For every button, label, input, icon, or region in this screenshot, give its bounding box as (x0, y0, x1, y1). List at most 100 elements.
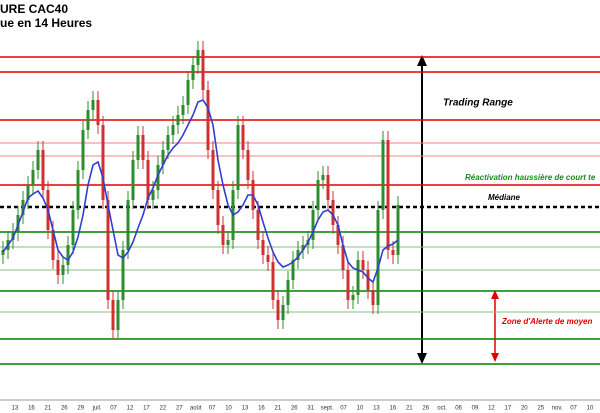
candle-body (326, 175, 330, 200)
candle-body (336, 225, 340, 245)
x-tick-label: 16 (258, 406, 265, 412)
candle-body (391, 250, 395, 255)
candle-body (166, 135, 170, 150)
candle-body (341, 245, 345, 270)
candle-body (191, 65, 195, 80)
candle-body (366, 270, 370, 290)
candle-body (331, 200, 335, 225)
candle-body (376, 210, 380, 305)
candle-body (66, 245, 70, 265)
x-tick-label: juil. (92, 406, 102, 412)
candle-body (396, 205, 400, 255)
candle-body (246, 150, 250, 180)
x-tick-label: 06 (455, 406, 462, 412)
annotation: Zone d'Alerte de moyen (501, 317, 592, 326)
x-tick-label: 21 (45, 406, 52, 412)
candle-body (146, 160, 150, 200)
candle-body (156, 165, 160, 190)
candle-body (96, 100, 100, 125)
candle-body (281, 305, 285, 320)
candle-body (121, 250, 125, 300)
moving-average (2, 99, 399, 284)
candle-body (151, 190, 155, 200)
candle-body (81, 130, 85, 170)
candle-body (171, 125, 175, 135)
x-tick-label: 16 (390, 406, 397, 412)
candle-body (386, 140, 390, 250)
annotation: Réactivation haussière de court te (465, 173, 596, 182)
candle-body (21, 200, 25, 215)
x-tick-label: 27 (176, 406, 183, 412)
candle-body (86, 110, 90, 130)
x-tick-label: 12 (488, 406, 495, 412)
candle-body (126, 200, 130, 250)
candle-body (206, 90, 210, 150)
x-tick-label: 10 (587, 406, 594, 412)
x-tick-label: 25 (537, 406, 544, 412)
candle-body (111, 300, 115, 330)
x-tick-label: 13 (373, 406, 380, 412)
candle-body (311, 210, 315, 240)
candle-body (116, 300, 120, 330)
candle-body (201, 50, 205, 90)
x-tick-label: 13 (12, 406, 19, 412)
candle-body (31, 170, 35, 185)
candle-body (286, 280, 290, 305)
candle-body (271, 262, 275, 300)
chart-title: URE CAC40 (0, 2, 68, 16)
x-tick-label: 12 (127, 406, 134, 412)
x-tick-label: 16 (28, 406, 35, 412)
annotation: Trading Range (443, 98, 513, 109)
candle-body (26, 185, 30, 200)
candle-body (36, 150, 40, 170)
x-tick-label: 26 (422, 406, 429, 412)
arrow-head (417, 353, 427, 364)
candle-body (301, 245, 305, 250)
candle-body (51, 230, 55, 260)
candle-body (356, 260, 360, 295)
candle-body (321, 175, 325, 180)
candle-body (236, 125, 240, 190)
candle-body (346, 270, 350, 300)
candle-body (76, 170, 80, 210)
candle-body (61, 265, 65, 275)
candle-body (261, 240, 265, 255)
x-tick-label: 07 (340, 406, 347, 412)
arrow-head (417, 55, 427, 66)
candle-body (41, 150, 45, 190)
candle-body (101, 125, 105, 200)
candle-body (381, 140, 385, 210)
x-tick-label: 07 (110, 406, 117, 412)
arrow-head (491, 290, 499, 299)
x-tick-label: 22 (160, 406, 167, 412)
candle-body (256, 210, 260, 240)
candle-body (226, 240, 230, 245)
x-tick-label: 10 (357, 406, 364, 412)
candle-body (371, 290, 375, 305)
x-tick-label: 29 (77, 406, 84, 412)
arrow-head (491, 353, 499, 362)
candle-body (291, 260, 295, 280)
candle-body (296, 250, 300, 260)
x-tick-label: nov. (552, 406, 563, 412)
x-tick-label: 31 (307, 406, 314, 412)
candle-body (106, 200, 110, 300)
candle-body (266, 255, 270, 262)
x-tick-label: 13 (242, 406, 249, 412)
candle-body (181, 105, 185, 115)
candle-body (241, 125, 245, 150)
x-tick-label: sept. (321, 406, 334, 412)
candle-body (221, 225, 225, 245)
candle-body (176, 115, 180, 125)
candle-body (56, 260, 60, 275)
x-tick-label: oct. (437, 406, 447, 412)
x-tick-label: août (190, 406, 202, 412)
candle-body (161, 150, 165, 165)
candle-body (131, 160, 135, 200)
candle-body (216, 190, 220, 225)
candle-body (351, 295, 355, 300)
x-tick-label: 10 (225, 406, 232, 412)
candle-body (361, 260, 365, 270)
